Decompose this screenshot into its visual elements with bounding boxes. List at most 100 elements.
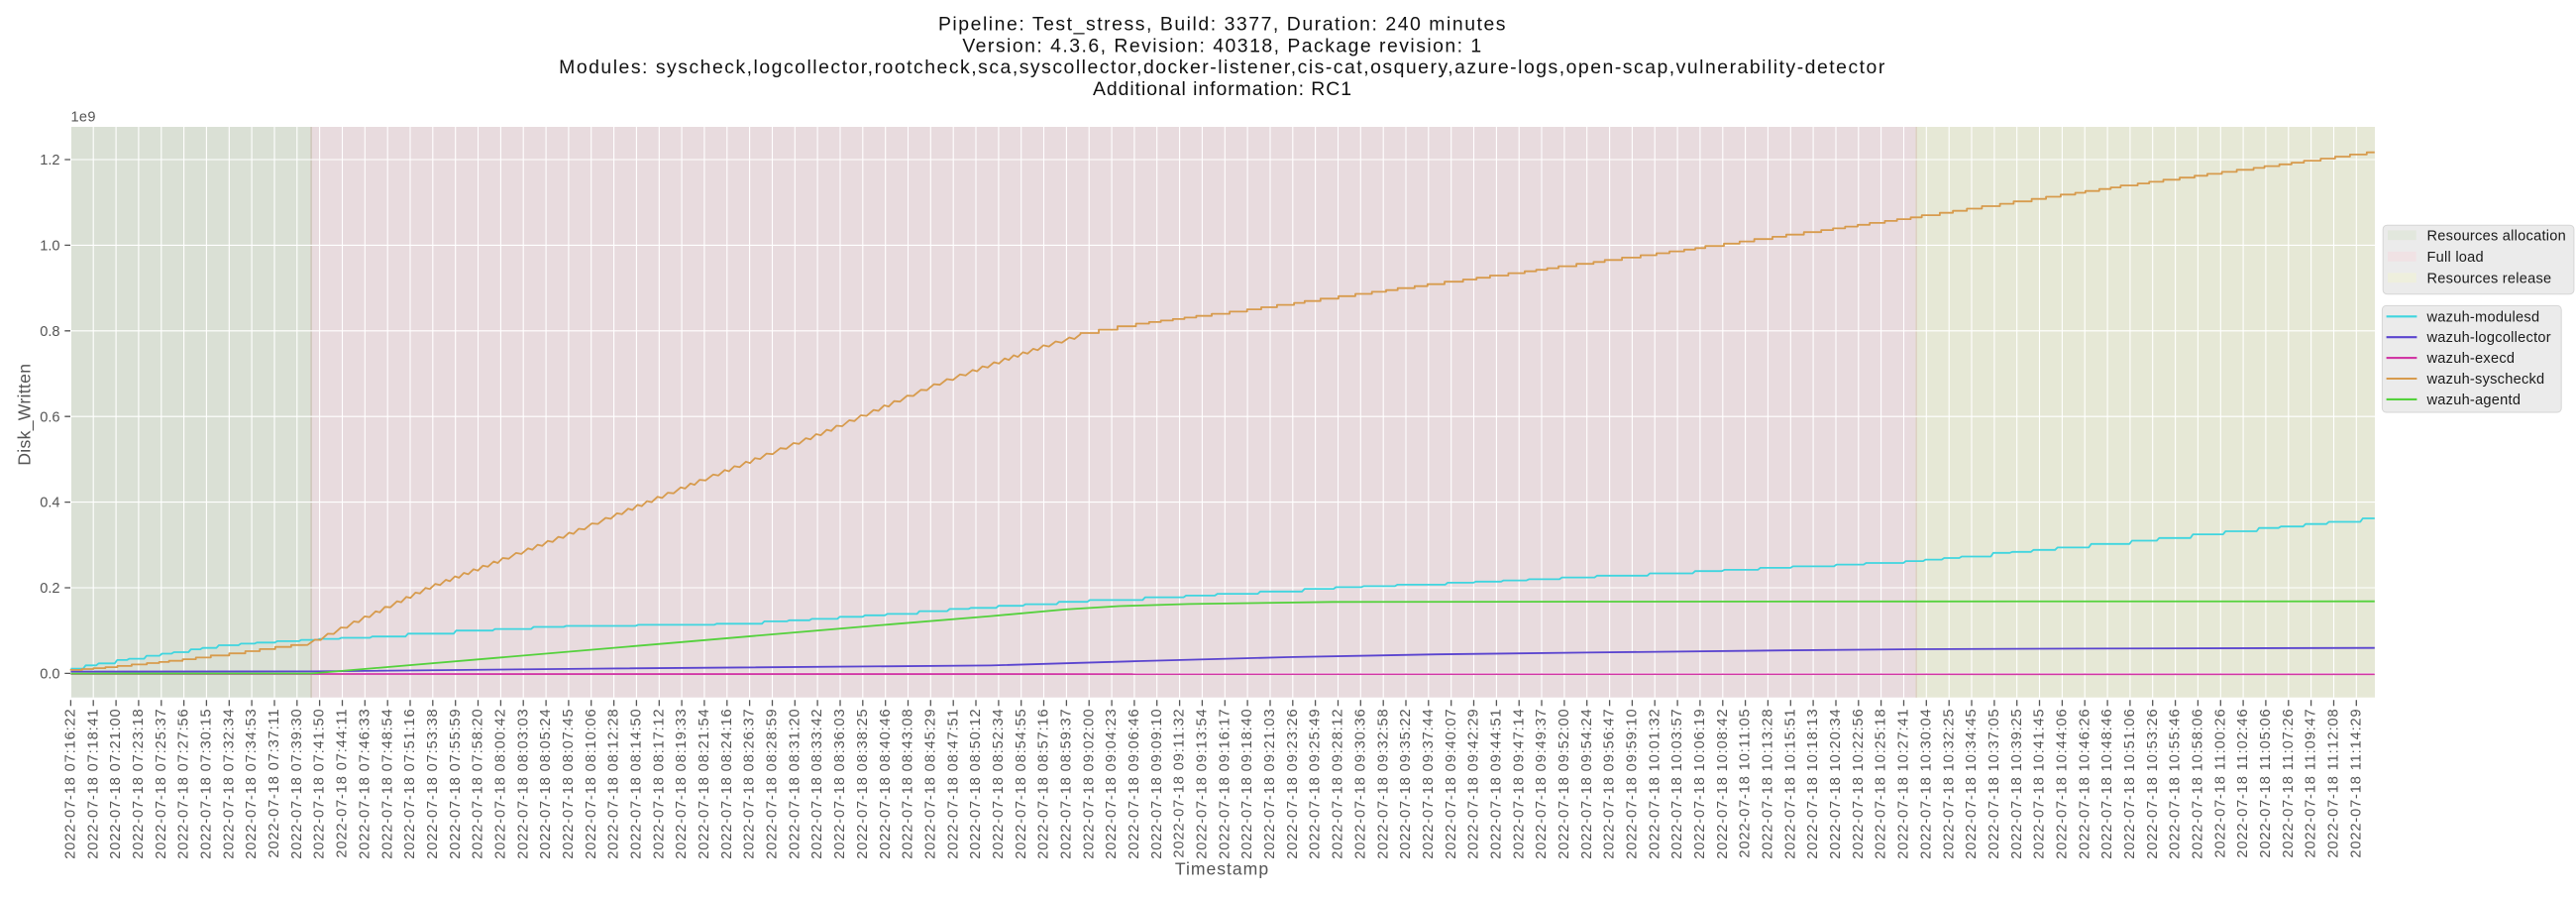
- svg-text:2022-07-18 09:13:54: 2022-07-18 09:13:54: [1195, 709, 1211, 859]
- svg-text:2022-07-18 11:00:26: 2022-07-18 11:00:26: [2212, 709, 2228, 858]
- svg-text:2022-07-18 09:30:36: 2022-07-18 09:30:36: [1352, 709, 1368, 859]
- svg-text:wazuh-agentd: wazuh-agentd: [2426, 392, 2522, 408]
- svg-text:2022-07-18 09:49:37: 2022-07-18 09:49:37: [1534, 709, 1550, 859]
- svg-text:2022-07-18 10:27:41: 2022-07-18 10:27:41: [1896, 709, 1912, 859]
- svg-text:2022-07-18 10:32:25: 2022-07-18 10:32:25: [1941, 709, 1957, 859]
- svg-text:2022-07-18 10:20:34: 2022-07-18 10:20:34: [1828, 709, 1844, 859]
- svg-text:2022-07-18 11:07:26: 2022-07-18 11:07:26: [2281, 709, 2297, 858]
- svg-text:wazuh-execd: wazuh-execd: [2426, 351, 2516, 367]
- svg-text:2022-07-18 09:02:00: 2022-07-18 09:02:00: [1081, 709, 1097, 859]
- svg-text:2022-07-18 08:05:24: 2022-07-18 08:05:24: [538, 709, 554, 859]
- svg-text:2022-07-18 09:54:24: 2022-07-18 09:54:24: [1579, 709, 1595, 859]
- svg-text:2022-07-18 09:11:32: 2022-07-18 09:11:32: [1172, 709, 1188, 858]
- svg-text:2022-07-18 09:09:10: 2022-07-18 09:09:10: [1149, 709, 1165, 859]
- svg-text:2022-07-18 07:55:59: 2022-07-18 07:55:59: [448, 709, 464, 859]
- svg-text:2022-07-18 10:46:26: 2022-07-18 10:46:26: [2077, 709, 2093, 859]
- svg-text:2022-07-18 08:59:37: 2022-07-18 08:59:37: [1059, 709, 1075, 859]
- svg-text:2022-07-18 08:33:42: 2022-07-18 08:33:42: [809, 709, 825, 859]
- svg-text:2022-07-18 10:30:04: 2022-07-18 10:30:04: [1918, 709, 1934, 859]
- svg-text:2022-07-18 11:09:47: 2022-07-18 11:09:47: [2304, 709, 2319, 858]
- svg-text:2022-07-18 11:02:46: 2022-07-18 11:02:46: [2235, 709, 2251, 858]
- svg-text:2022-07-18 10:48:46: 2022-07-18 10:48:46: [2099, 709, 2115, 859]
- svg-text:2022-07-18 07:25:37: 2022-07-18 07:25:37: [154, 709, 169, 859]
- svg-text:2022-07-18 08:28:59: 2022-07-18 08:28:59: [765, 709, 781, 859]
- svg-text:2022-07-18 11:12:08: 2022-07-18 11:12:08: [2326, 709, 2342, 858]
- svg-text:2022-07-18 10:44:06: 2022-07-18 10:44:06: [2055, 709, 2071, 859]
- svg-text:2022-07-18 10:39:25: 2022-07-18 10:39:25: [2009, 709, 2025, 859]
- svg-text:Resources release: Resources release: [2427, 271, 2552, 286]
- svg-text:2022-07-18 11:05:06: 2022-07-18 11:05:06: [2258, 709, 2274, 858]
- svg-text:2022-07-18 10:11:05: 2022-07-18 10:11:05: [1738, 709, 1754, 858]
- svg-text:2022-07-18 09:37:44: 2022-07-18 09:37:44: [1421, 709, 1437, 859]
- svg-text:2022-07-18 08:40:46: 2022-07-18 08:40:46: [878, 709, 894, 859]
- svg-text:2022-07-18 09:23:26: 2022-07-18 09:23:26: [1285, 709, 1301, 859]
- svg-text:2022-07-18 08:52:34: 2022-07-18 08:52:34: [991, 709, 1007, 859]
- svg-text:2022-07-18 08:24:16: 2022-07-18 08:24:16: [719, 709, 735, 859]
- svg-text:1e9: 1e9: [71, 110, 96, 126]
- svg-text:2022-07-18 10:25:18: 2022-07-18 10:25:18: [1874, 709, 1889, 859]
- svg-text:2022-07-18 07:58:20: 2022-07-18 07:58:20: [471, 709, 486, 859]
- svg-text:2022-07-18 08:19:33: 2022-07-18 08:19:33: [674, 709, 690, 859]
- svg-text:2022-07-18 07:23:18: 2022-07-18 07:23:18: [131, 709, 147, 859]
- svg-text:2022-07-18 07:46:33: 2022-07-18 07:46:33: [357, 709, 373, 859]
- svg-text:2022-07-18 10:03:57: 2022-07-18 10:03:57: [1669, 709, 1685, 859]
- svg-text:2022-07-18 09:04:23: 2022-07-18 09:04:23: [1104, 709, 1120, 859]
- svg-text:2022-07-18 09:06:46: 2022-07-18 09:06:46: [1127, 709, 1142, 859]
- svg-text:Disk_Written: Disk_Written: [15, 364, 36, 466]
- svg-text:2022-07-18 09:44:51: 2022-07-18 09:44:51: [1489, 709, 1505, 859]
- svg-text:2022-07-18 10:13:28: 2022-07-18 10:13:28: [1761, 709, 1776, 859]
- svg-text:0.2: 0.2: [40, 581, 59, 597]
- svg-text:2022-07-18 10:55:46: 2022-07-18 10:55:46: [2168, 709, 2184, 859]
- svg-text:2022-07-18 09:25:49: 2022-07-18 09:25:49: [1308, 709, 1324, 859]
- svg-text:2022-07-18 07:16:22: 2022-07-18 07:16:22: [63, 709, 79, 859]
- svg-text:2022-07-18 09:35:22: 2022-07-18 09:35:22: [1398, 709, 1414, 859]
- svg-text:2022-07-18 08:10:06: 2022-07-18 08:10:06: [584, 709, 599, 859]
- svg-text:2022-07-18 07:18:41: 2022-07-18 07:18:41: [85, 709, 101, 859]
- svg-text:2022-07-18 07:39:30: 2022-07-18 07:39:30: [289, 709, 305, 859]
- svg-text:2022-07-18 08:00:42: 2022-07-18 08:00:42: [493, 709, 509, 859]
- svg-text:2022-07-18 08:38:25: 2022-07-18 08:38:25: [855, 709, 871, 859]
- svg-text:2022-07-18 08:21:54: 2022-07-18 08:21:54: [697, 709, 712, 859]
- svg-text:2022-07-18 08:45:29: 2022-07-18 08:45:29: [922, 709, 938, 859]
- svg-text:2022-07-18 07:21:00: 2022-07-18 07:21:00: [108, 709, 124, 859]
- svg-text:2022-07-18 09:59:10: 2022-07-18 09:59:10: [1625, 709, 1641, 859]
- svg-text:2022-07-18 08:17:12: 2022-07-18 08:17:12: [651, 709, 667, 859]
- svg-text:2022-07-18 07:30:15: 2022-07-18 07:30:15: [199, 709, 215, 859]
- svg-text:2022-07-18 08:14:50: 2022-07-18 08:14:50: [629, 709, 645, 859]
- svg-text:2022-07-18 11:14:29: 2022-07-18 11:14:29: [2348, 709, 2364, 858]
- svg-text:Resources allocation: Resources allocation: [2427, 228, 2566, 244]
- svg-text:wazuh-syscheckd: wazuh-syscheckd: [2426, 372, 2545, 388]
- svg-text:2022-07-18 09:18:40: 2022-07-18 09:18:40: [1239, 709, 1255, 859]
- svg-text:2022-07-18 10:01:32: 2022-07-18 10:01:32: [1647, 709, 1663, 859]
- svg-text:2022-07-18 09:28:12: 2022-07-18 09:28:12: [1331, 709, 1346, 859]
- svg-text:2022-07-18 07:44:11: 2022-07-18 07:44:11: [335, 709, 351, 858]
- svg-text:2022-07-18 07:41:50: 2022-07-18 07:41:50: [312, 709, 328, 859]
- svg-text:2022-07-18 08:54:55: 2022-07-18 08:54:55: [1014, 709, 1029, 859]
- svg-text:2022-07-18 10:08:42: 2022-07-18 10:08:42: [1715, 709, 1731, 859]
- svg-text:2022-07-18 08:03:03: 2022-07-18 08:03:03: [515, 709, 531, 859]
- svg-text:2022-07-18 10:18:13: 2022-07-18 10:18:13: [1805, 709, 1821, 859]
- svg-text:2022-07-18 10:58:06: 2022-07-18 10:58:06: [2191, 709, 2206, 859]
- svg-text:2022-07-18 10:06:19: 2022-07-18 10:06:19: [1692, 709, 1708, 859]
- svg-text:2022-07-18 10:15:51: 2022-07-18 10:15:51: [1782, 709, 1798, 859]
- svg-text:0.0: 0.0: [40, 667, 59, 683]
- svg-text:2022-07-18 07:53:38: 2022-07-18 07:53:38: [425, 709, 441, 859]
- svg-text:1.0: 1.0: [40, 239, 59, 255]
- svg-text:wazuh-modulesd: wazuh-modulesd: [2426, 309, 2540, 325]
- svg-text:2022-07-18 08:36:03: 2022-07-18 08:36:03: [832, 709, 848, 859]
- svg-text:2022-07-18 09:42:29: 2022-07-18 09:42:29: [1466, 709, 1482, 859]
- svg-text:2022-07-18 07:51:16: 2022-07-18 07:51:16: [402, 709, 418, 859]
- svg-text:2022-07-18 07:37:11: 2022-07-18 07:37:11: [267, 709, 282, 858]
- svg-text:Modules: syscheck,logcollector: Modules: syscheck,logcollector,rootcheck…: [559, 56, 1886, 78]
- svg-text:2022-07-18 08:47:51: 2022-07-18 08:47:51: [945, 709, 961, 859]
- svg-text:2022-07-18 10:22:56: 2022-07-18 10:22:56: [1851, 709, 1867, 859]
- svg-text:2022-07-18 09:47:14: 2022-07-18 09:47:14: [1511, 709, 1527, 859]
- svg-text:2022-07-18 08:26:37: 2022-07-18 08:26:37: [742, 709, 758, 859]
- svg-text:2022-07-18 09:56:47: 2022-07-18 09:56:47: [1602, 709, 1618, 859]
- svg-text:2022-07-18 09:40:07: 2022-07-18 09:40:07: [1444, 709, 1459, 859]
- svg-text:2022-07-18 08:50:12: 2022-07-18 08:50:12: [968, 709, 984, 859]
- svg-text:Pipeline: Test_stress, Build:: Pipeline: Test_stress, Build: 3377, Dura…: [938, 14, 1507, 36]
- svg-text:2022-07-18 10:34:45: 2022-07-18 10:34:45: [1964, 709, 1980, 859]
- svg-text:2022-07-18 09:16:17: 2022-07-18 09:16:17: [1217, 709, 1233, 859]
- svg-text:wazuh-logcollector: wazuh-logcollector: [2426, 330, 2551, 346]
